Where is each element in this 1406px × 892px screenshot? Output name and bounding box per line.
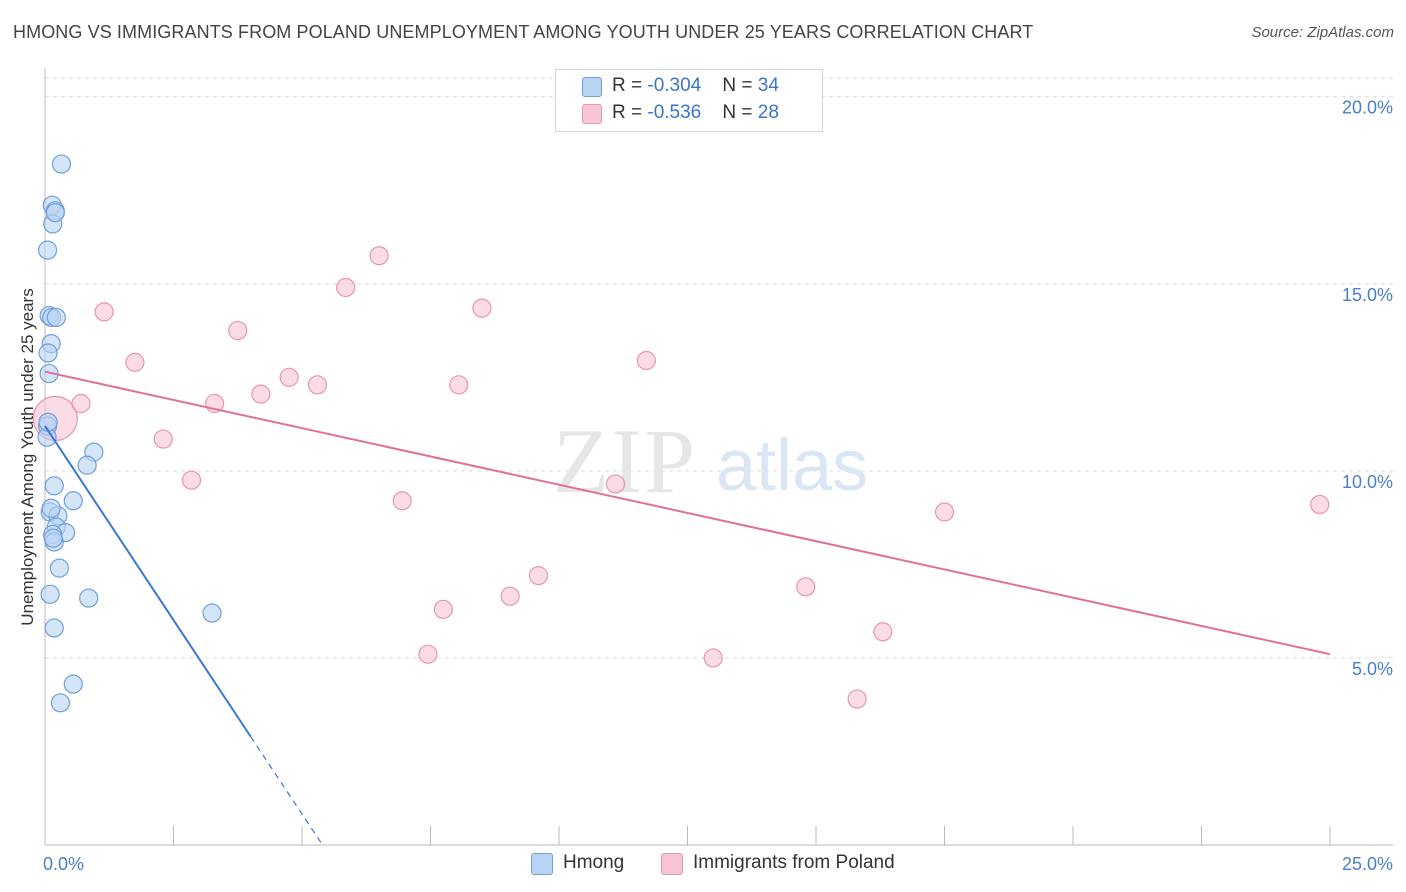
hmong-point bbox=[44, 476, 64, 496]
hmong-point bbox=[63, 674, 83, 694]
poland-point bbox=[392, 491, 412, 511]
poland-point bbox=[449, 375, 469, 395]
legend-r-value-hmong: -0.304 bbox=[647, 75, 702, 96]
poland-point bbox=[703, 648, 723, 668]
y-tick-labels: 5.0% 10.0% 15.0% 20.0% bbox=[1342, 98, 1393, 679]
poland-point bbox=[418, 644, 438, 664]
hmong-point bbox=[63, 491, 83, 511]
hmong-point bbox=[50, 693, 71, 713]
poland-point bbox=[605, 474, 626, 494]
poland-point bbox=[873, 622, 893, 642]
poland-point bbox=[228, 320, 248, 341]
watermark-zip: ZIP bbox=[553, 410, 697, 512]
hmong-point bbox=[46, 307, 66, 328]
grid-lines bbox=[45, 77, 1393, 659]
poland-point bbox=[153, 429, 173, 449]
hmong-point bbox=[202, 603, 222, 623]
hmong-point bbox=[38, 412, 58, 432]
poland-point bbox=[1310, 494, 1330, 515]
bottom-legend-swatch-poland bbox=[661, 853, 683, 875]
poland-point bbox=[94, 302, 114, 322]
legend-r-label: R = bbox=[612, 75, 648, 96]
poland-point bbox=[636, 350, 656, 371]
hmong-trend-extension bbox=[250, 736, 324, 846]
bottom-legend-label-poland: Immigrants from Poland bbox=[693, 852, 895, 873]
poland-point bbox=[369, 246, 389, 266]
y-tick-label: 15.0% bbox=[1342, 285, 1393, 305]
legend-n-label: N = bbox=[722, 102, 758, 123]
y-tick-label: 5.0% bbox=[1352, 659, 1393, 679]
y-tick-label: 10.0% bbox=[1342, 472, 1393, 492]
hmong-point bbox=[79, 588, 99, 608]
legend-n-value-poland: 28 bbox=[757, 102, 779, 123]
hmong-point bbox=[40, 584, 60, 604]
bottom-legend-label-hmong: Hmong bbox=[563, 852, 625, 873]
hmong-point bbox=[51, 154, 72, 174]
legend-swatch-poland bbox=[582, 104, 602, 124]
legend-r-value-poland: -0.536 bbox=[647, 102, 702, 123]
poland-point bbox=[528, 566, 549, 586]
poland-point bbox=[307, 375, 328, 395]
poland-point bbox=[71, 393, 91, 414]
axes bbox=[44, 68, 1393, 846]
poland-point bbox=[934, 502, 955, 522]
hmong-point bbox=[37, 240, 58, 260]
poland-trend-line bbox=[44, 370, 1331, 656]
poland-point bbox=[125, 352, 145, 372]
legend-n-label: N = bbox=[722, 75, 758, 96]
poland-point bbox=[796, 577, 816, 597]
legend-n-value-hmong: 34 bbox=[757, 75, 779, 96]
x-tick-label-min: 0.0% bbox=[43, 854, 84, 874]
y-axis-title: Unemployment Among Youth under 25 years bbox=[18, 288, 37, 626]
poland-point bbox=[433, 599, 453, 619]
poland-point bbox=[181, 470, 202, 490]
x-tick-label-max: 25.0% bbox=[1342, 854, 1393, 874]
poland-point bbox=[251, 384, 271, 404]
chart-title: HMONG VS IMMIGRANTS FROM POLAND UNEMPLOY… bbox=[13, 22, 1034, 42]
watermark: ZIP atlas bbox=[553, 410, 868, 512]
hmong-point bbox=[44, 618, 64, 638]
poland-point bbox=[472, 298, 492, 318]
y-tick-label: 20.0% bbox=[1342, 98, 1393, 118]
legend-r-label: R = bbox=[612, 102, 648, 123]
hmong-point bbox=[49, 558, 69, 578]
hmong-point bbox=[38, 343, 58, 363]
poland-point bbox=[279, 367, 299, 387]
watermark-atlas: atlas bbox=[716, 426, 868, 506]
poland-point bbox=[336, 277, 356, 298]
correlation-legend: R = -0.304 N = 34 R = -0.536 N = 28 bbox=[555, 69, 823, 132]
hmong-point bbox=[45, 203, 65, 223]
hmong-point bbox=[43, 528, 63, 548]
bottom-legend-swatch-hmong bbox=[531, 853, 553, 875]
hmong-trend-line bbox=[44, 425, 252, 738]
poland-point bbox=[847, 689, 867, 709]
trend-lines bbox=[44, 370, 1331, 846]
hmong-point bbox=[41, 498, 61, 518]
hmong-point bbox=[77, 455, 97, 475]
source-label: Source: ZipAtlas.com bbox=[1251, 24, 1394, 41]
poland-point bbox=[500, 586, 520, 606]
x-tick-labels: 0.0% 25.0% bbox=[43, 854, 1393, 874]
legend-swatch-hmong bbox=[582, 77, 602, 97]
